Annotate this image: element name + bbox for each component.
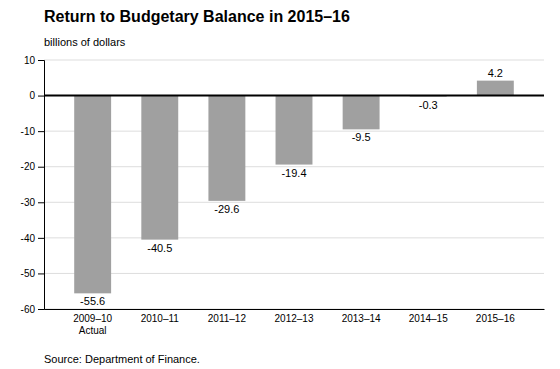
data-label: -29.6: [214, 203, 239, 215]
tick-label: -40: [21, 233, 36, 244]
bar: [208, 96, 245, 201]
tick: -10: [21, 126, 44, 137]
data-labels: -55.6 -40.5 -29.6 -19.4 -9.5 -0.3 4.2: [80, 67, 503, 308]
data-label: -55.6: [80, 295, 105, 307]
tick-mark: [38, 96, 44, 97]
x-axis: 2009–10Actual 2010–11 2011–12 2012–13 2013–1…: [45, 309, 545, 336]
grid-line: [44, 273, 544, 274]
grid-line: [44, 95, 544, 96]
title: Return to Budgetary Balance in 2015–16: [44, 8, 350, 25]
tick: -20: [21, 161, 44, 172]
axis-line: [45, 309, 545, 310]
bar: [141, 96, 178, 240]
tick: -50: [21, 268, 44, 279]
tick-label: 2015–16: [476, 313, 515, 324]
tick-label: 2011–12: [208, 313, 247, 324]
data-label: -9.5: [352, 131, 371, 143]
tick-label: -30: [21, 197, 36, 208]
grid-line: [44, 309, 544, 310]
tick: 2009–10Actual: [73, 309, 112, 336]
tick: 2013–14: [342, 309, 381, 324]
zero-line: [44, 95, 544, 97]
tick-label: -60: [21, 304, 36, 315]
data-label: -19.4: [281, 167, 306, 179]
chart: -60 -50 -40 -30 -20 -10 0 10 2009–10Actual 2010–1…: [0, 0, 560, 369]
tick: 2014–15: [409, 309, 448, 324]
bar: [276, 96, 313, 165]
tick-label: 2012–13: [275, 313, 314, 324]
tick: -30: [21, 197, 44, 208]
tick-mark: [38, 238, 44, 239]
tick-mark: [38, 202, 44, 203]
source: Source: Department of Finance.: [44, 353, 200, 365]
y-axis-label: billions of dollars: [44, 36, 126, 48]
tick: 2015–16: [476, 309, 515, 324]
tick-mark: [38, 273, 44, 274]
bar: [343, 96, 380, 130]
tick: 10: [24, 55, 44, 66]
data-label: 4.2: [488, 67, 503, 79]
grid-line: [44, 237, 544, 238]
bar: [74, 96, 111, 294]
data-label: -0.3: [419, 99, 438, 111]
axis-line: [38, 61, 45, 310]
bars: [74, 81, 514, 294]
tick-mark: [38, 167, 44, 168]
tick-label: 2013–14: [342, 313, 381, 324]
tick-label: 2010–11: [141, 313, 180, 324]
tick: 0: [29, 90, 44, 101]
tick: 2011–12: [208, 309, 247, 324]
tick: -60: [21, 304, 44, 315]
tick-label: 2014–15: [409, 313, 448, 324]
tick-label: 10: [24, 55, 36, 66]
tick-mark: [38, 60, 44, 61]
tick-label: -50: [21, 268, 36, 279]
tick-label: -20: [21, 161, 36, 172]
y-axis: -60 -50 -40 -30 -20 -10 0 10: [21, 55, 45, 315]
tick-label: 0: [29, 90, 35, 101]
tick: 2012–13: [275, 309, 314, 324]
bar: [477, 81, 514, 96]
grid: [44, 60, 544, 309]
tick-label: -10: [21, 126, 36, 137]
tick: -40: [21, 233, 44, 244]
tick: 2010–11: [141, 309, 180, 324]
data-label: -40.5: [147, 242, 172, 254]
tick-label: 2009–10Actual: [73, 313, 112, 336]
tick-mark: [38, 131, 44, 132]
tick-mark: [38, 309, 44, 310]
grid-line: [44, 202, 544, 203]
grid-line: [44, 60, 544, 61]
